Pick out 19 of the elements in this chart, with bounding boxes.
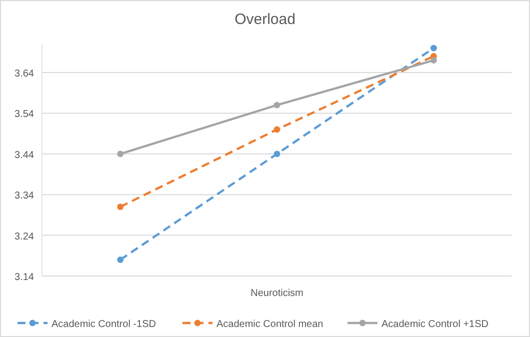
point: [274, 126, 280, 133]
y-tick-label: 3.24: [14, 231, 34, 242]
y-tick-label: 3.54: [14, 109, 34, 120]
y-tick-label: 3.14: [14, 272, 34, 283]
point: [117, 256, 124, 263]
point: [274, 150, 280, 158]
point: [117, 150, 124, 158]
y-tick-label: 3.64: [14, 68, 34, 80]
legend-label: Academic Control -1SD: [52, 319, 156, 330]
legend-label: Academic Control +1SD: [382, 319, 488, 330]
y-tick-label: 3.34: [14, 190, 34, 202]
point: [430, 44, 437, 52]
chart-title: Overload: [234, 11, 296, 28]
point: [430, 57, 437, 64]
point: [117, 204, 124, 210]
point: [274, 102, 280, 108]
legend-label: Academic Control mean: [216, 319, 324, 330]
x-axis-title: Neuroticism: [250, 288, 304, 299]
y-tick-label: 3.44: [14, 150, 34, 161]
